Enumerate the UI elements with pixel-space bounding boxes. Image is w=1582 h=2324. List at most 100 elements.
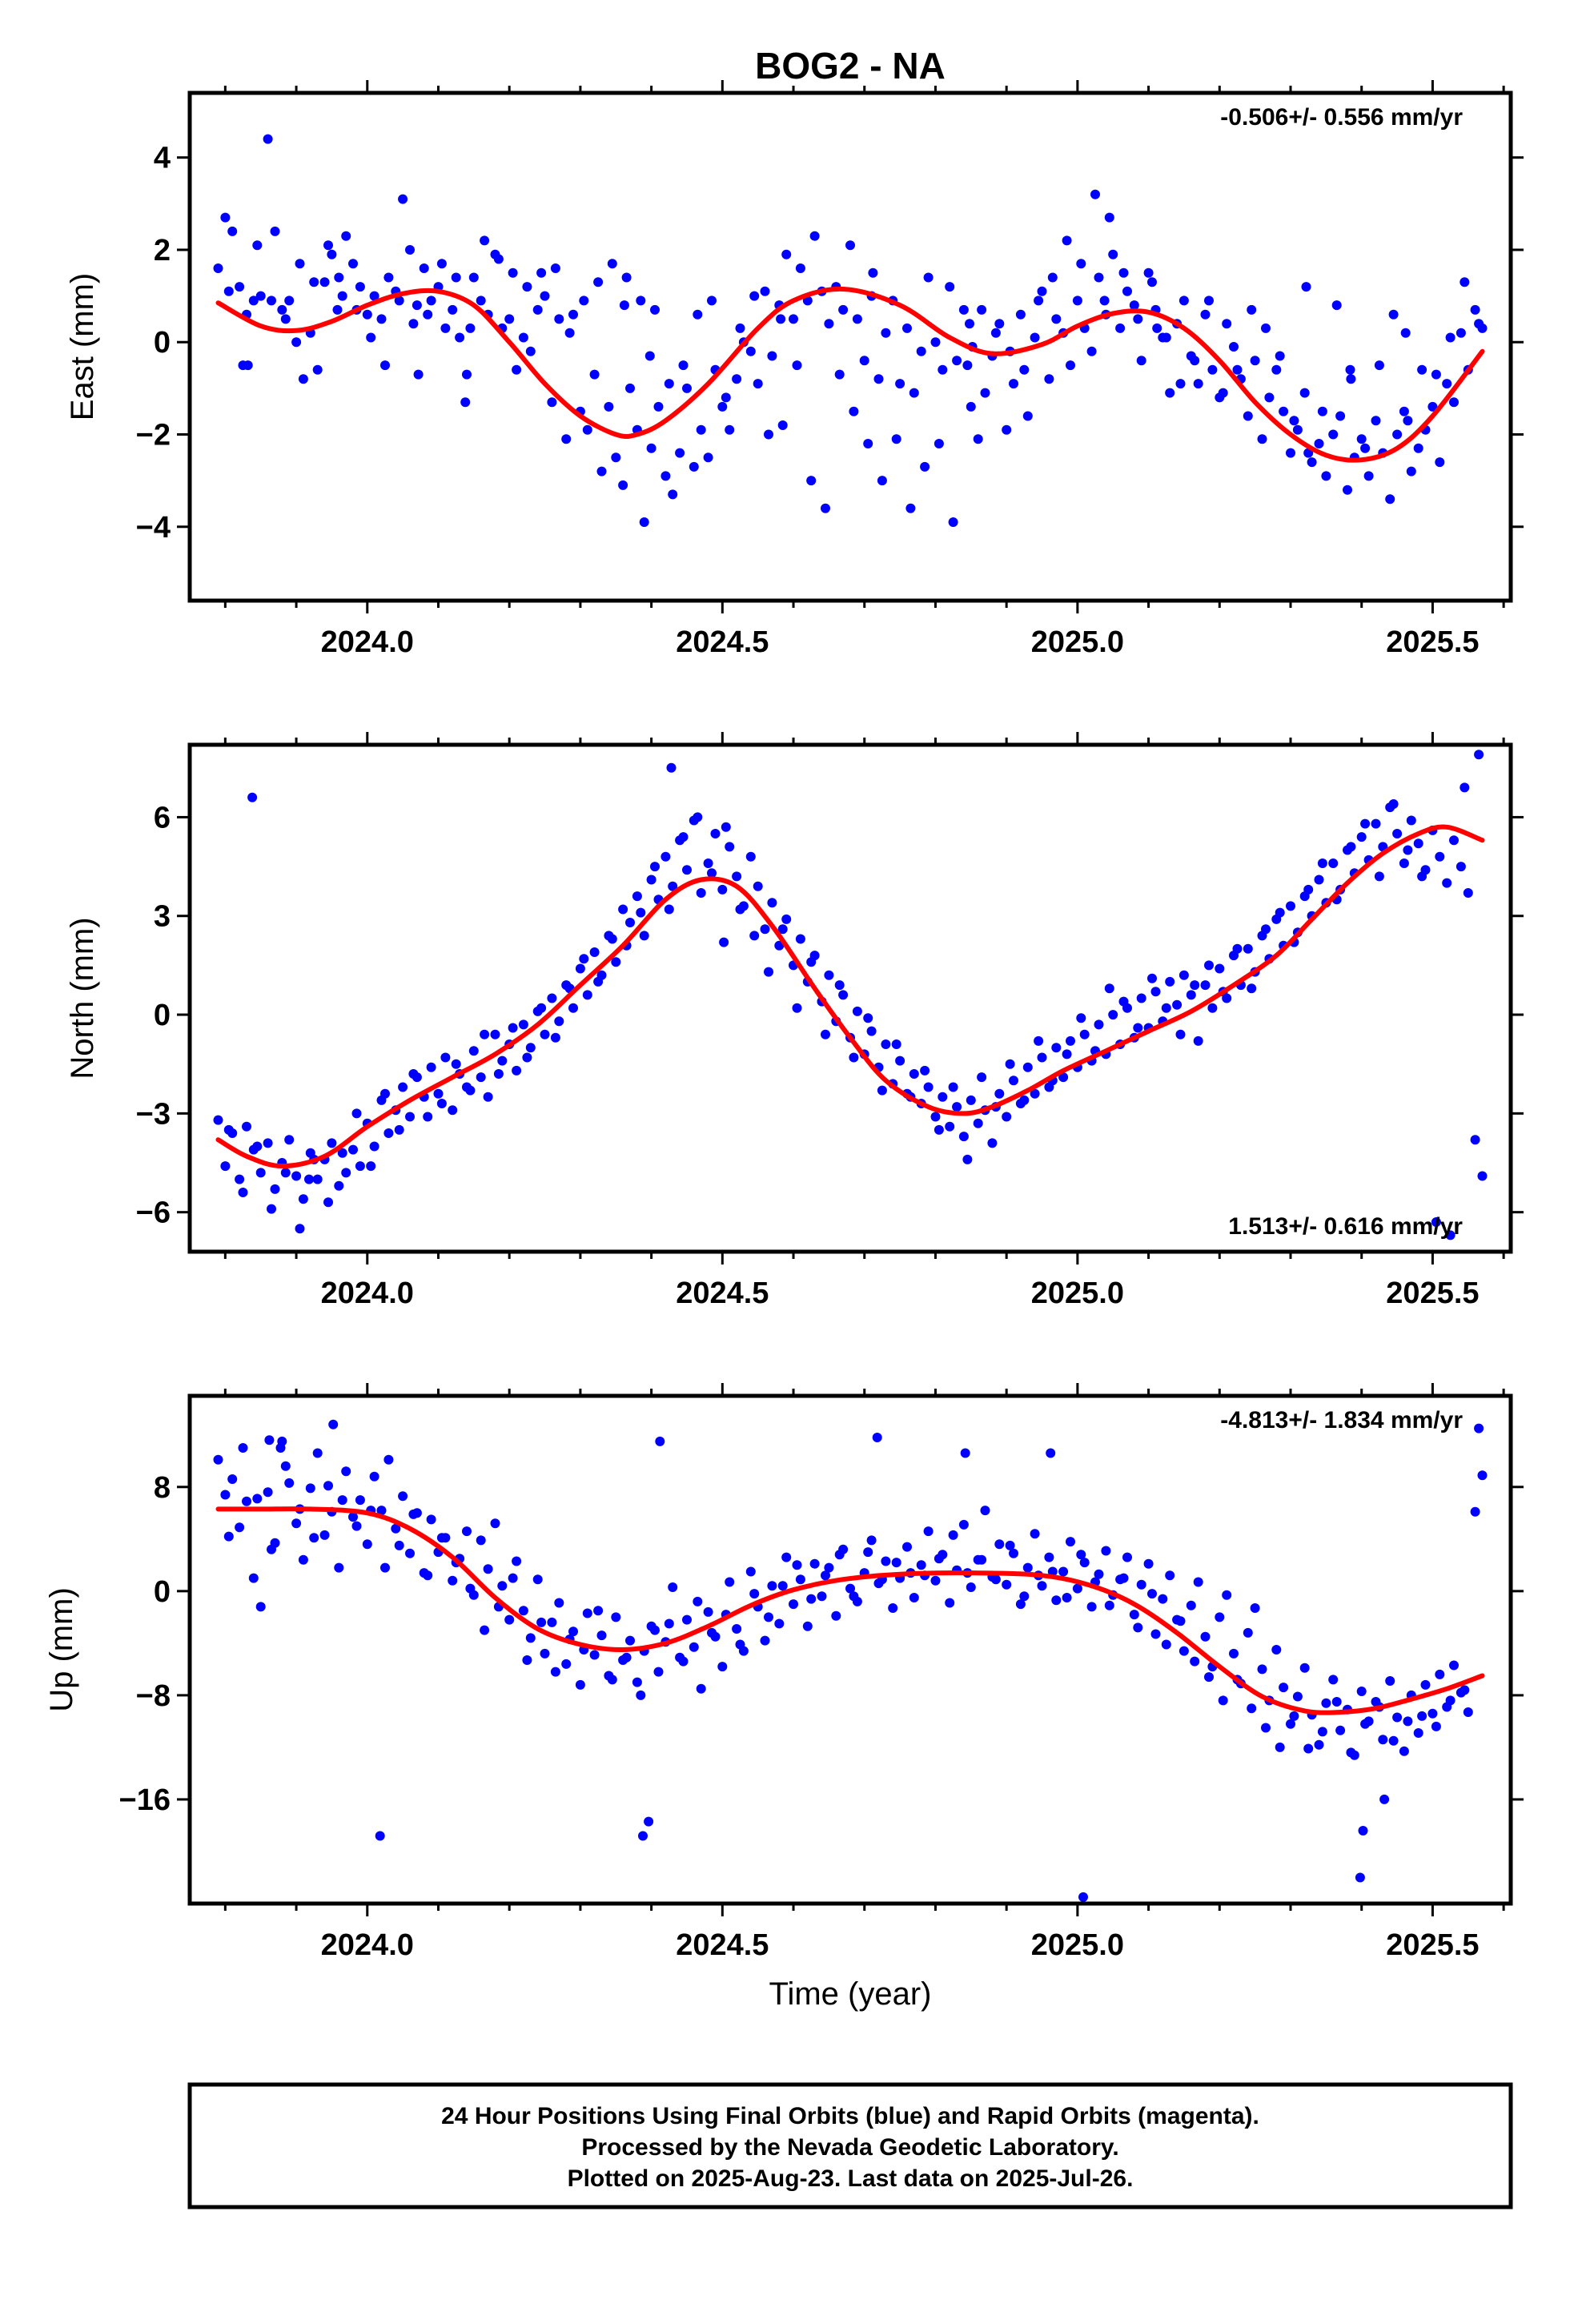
data-point	[394, 1540, 404, 1550]
data-point	[1250, 356, 1260, 366]
data-point	[719, 937, 729, 947]
data-point	[351, 1108, 362, 1119]
data-point	[1413, 838, 1423, 849]
data-point	[668, 489, 678, 500]
data-point	[749, 931, 760, 941]
data-point	[1150, 987, 1161, 997]
data-point	[994, 1539, 1005, 1550]
data-point	[806, 1594, 817, 1604]
data-point	[220, 1161, 231, 1172]
data-point	[568, 309, 578, 320]
data-point	[1072, 296, 1082, 306]
data-point	[536, 1003, 547, 1013]
data-point	[355, 1495, 365, 1506]
data-point	[1002, 1112, 1012, 1122]
data-point	[764, 967, 773, 977]
data-point	[334, 1180, 344, 1191]
data-point	[1289, 1711, 1299, 1721]
data-point	[522, 1052, 532, 1063]
data-point	[1250, 1603, 1260, 1613]
data-point	[717, 401, 728, 412]
data-point	[480, 235, 490, 246]
data-point	[845, 1583, 855, 1594]
data-point	[589, 1650, 600, 1660]
x-tick-label: 2025.0	[1031, 1277, 1124, 1310]
data-point	[1435, 457, 1445, 468]
data-point	[476, 1072, 486, 1083]
data-point	[650, 862, 660, 872]
data-point	[405, 1112, 415, 1122]
data-point	[1445, 1695, 1456, 1706]
data-point	[1292, 1691, 1303, 1702]
data-point	[383, 1128, 394, 1138]
x-tick-label: 2024.0	[321, 625, 414, 659]
data-point	[1204, 296, 1214, 306]
data-point	[255, 1602, 266, 1612]
data-point	[575, 963, 585, 974]
data-point	[1229, 1648, 1239, 1659]
north-fit-line	[215, 824, 1485, 1169]
data-point	[930, 337, 941, 348]
data-point	[1420, 1679, 1431, 1690]
data-point	[789, 1599, 798, 1610]
data-point	[1094, 272, 1104, 283]
data-point	[525, 1633, 536, 1643]
data-point	[1303, 1743, 1314, 1754]
up-x-ticks	[223, 1383, 1505, 1916]
data-point	[824, 970, 834, 980]
data-point	[821, 1570, 830, 1581]
data-point	[661, 851, 671, 862]
east-x-ticks	[223, 80, 1505, 613]
data-point	[1115, 323, 1126, 333]
data-point	[1037, 1052, 1047, 1063]
data-point	[781, 1552, 792, 1562]
data-point	[1286, 901, 1295, 911]
data-point	[1356, 1687, 1367, 1696]
data-point	[966, 1095, 976, 1105]
data-point	[275, 1443, 286, 1453]
data-point	[376, 1506, 387, 1516]
data-point	[646, 443, 656, 453]
data-point	[1275, 1742, 1285, 1752]
data-point	[920, 461, 930, 472]
data-point	[1108, 1010, 1118, 1020]
data-point	[1022, 411, 1033, 421]
data-point	[582, 990, 592, 1000]
data-point	[568, 1003, 578, 1013]
data-point	[619, 300, 629, 311]
data-point	[852, 1006, 862, 1016]
data-point	[717, 1662, 728, 1672]
data-point	[369, 1141, 379, 1152]
data-point	[795, 263, 805, 273]
data-point	[348, 1144, 358, 1155]
data-point	[966, 1582, 976, 1592]
data-point	[696, 888, 706, 898]
y-tick-label: 0	[154, 326, 171, 360]
data-point	[693, 309, 703, 320]
data-point	[1172, 999, 1182, 1010]
data-point	[735, 323, 745, 333]
up-fit-line	[215, 1506, 1485, 1715]
data-point	[1261, 1723, 1271, 1733]
data-point	[419, 263, 429, 273]
data-point	[653, 401, 664, 412]
data-point	[909, 388, 919, 398]
data-point	[238, 1443, 248, 1453]
data-point	[1456, 328, 1466, 338]
data-point	[1321, 1698, 1331, 1708]
data-point	[1317, 406, 1327, 416]
data-point	[725, 1577, 735, 1587]
data-point	[1161, 332, 1171, 343]
data-point	[1104, 983, 1114, 994]
data-point	[227, 226, 238, 236]
data-point	[821, 1029, 830, 1039]
data-point	[518, 1606, 528, 1616]
data-point	[696, 424, 706, 435]
data-point	[792, 1003, 802, 1013]
data-point	[888, 1603, 898, 1613]
data-point	[1165, 388, 1175, 398]
data-point	[934, 439, 944, 448]
data-point	[824, 1562, 834, 1573]
data-point	[1044, 374, 1054, 384]
data-point	[821, 503, 830, 513]
